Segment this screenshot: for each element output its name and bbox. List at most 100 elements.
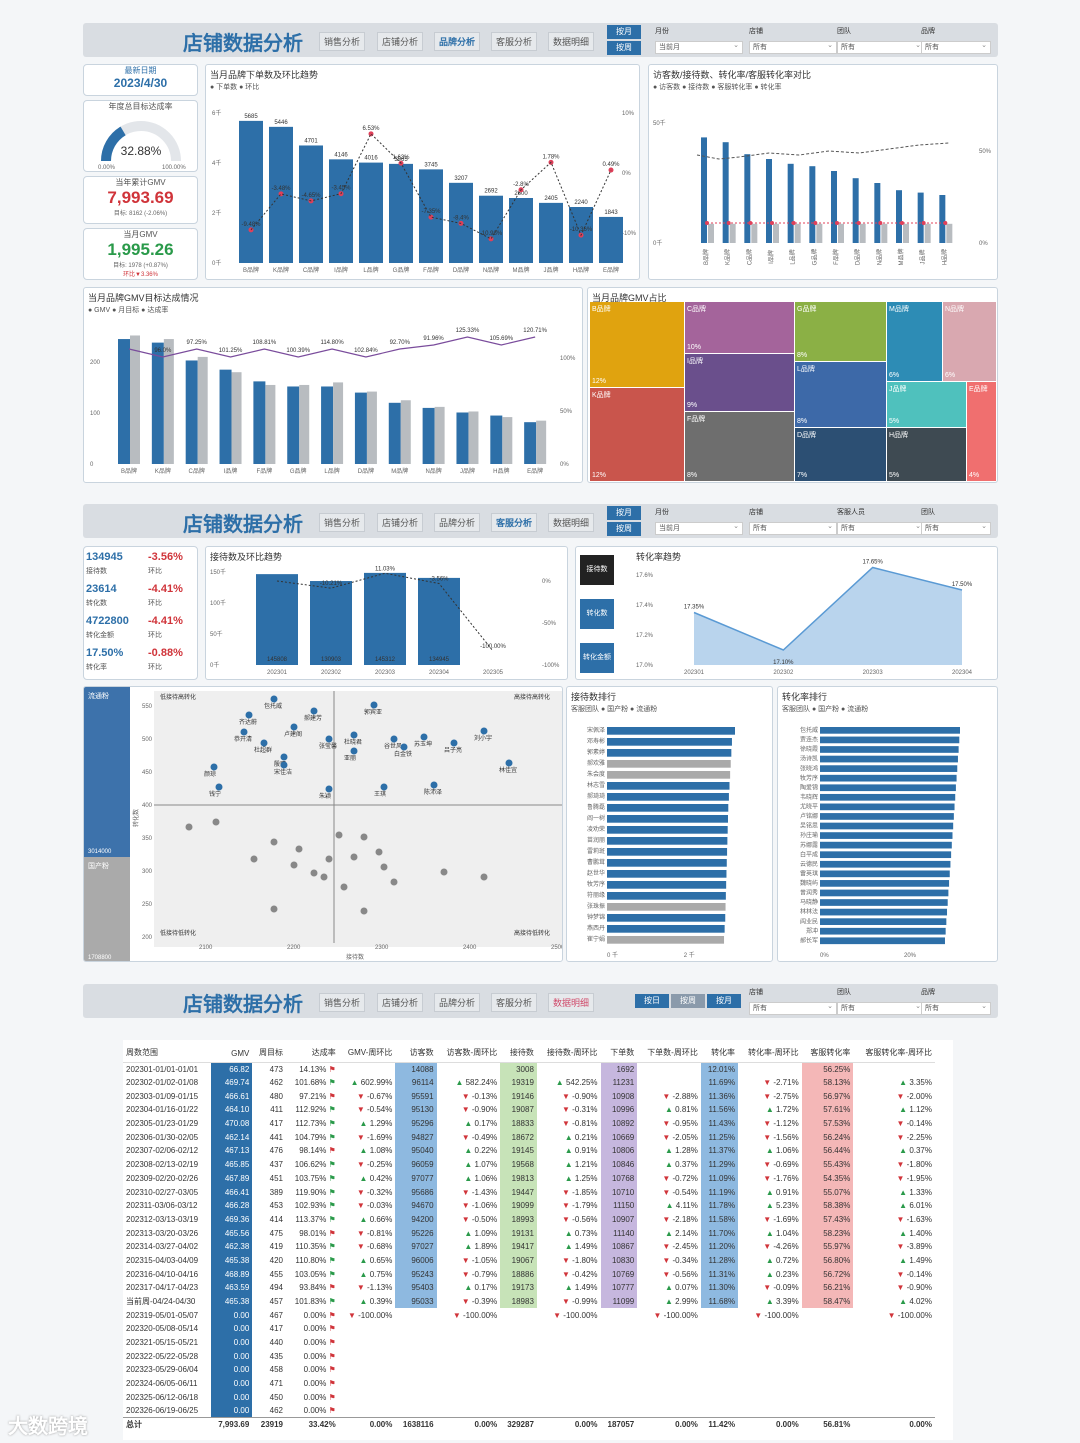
- x-tick: C品牌: [745, 249, 753, 265]
- mom-label: -4.65%: [301, 193, 321, 199]
- filter-team[interactable]: 团队 所有: [837, 26, 925, 54]
- treemap-tile[interactable]: K品牌 12%: [590, 388, 684, 481]
- treemap-tile[interactable]: M品牌 6%: [887, 302, 942, 381]
- rate-line: [128, 336, 536, 358]
- nav-brand-2[interactable]: 品牌分析: [434, 513, 481, 532]
- x-tick: 202303: [375, 670, 396, 676]
- rank-name: 林林法: [800, 908, 818, 916]
- x-tick: 202305: [483, 670, 504, 676]
- rank-name: 曾润秀: [800, 889, 818, 897]
- x-tick: 2500: [551, 945, 563, 951]
- rank-bar: [820, 880, 950, 887]
- treemap-tile[interactable]: E品牌 4%: [967, 382, 996, 481]
- filter-store-3[interactable]: 店铺 所有: [749, 987, 837, 1015]
- side-bar-top[interactable]: 流通粉 3014000: [84, 687, 130, 857]
- bar-gmv: [151, 342, 164, 464]
- bar-visitors: [852, 178, 859, 243]
- nav-store-3[interactable]: 店铺分析: [377, 993, 424, 1012]
- rank-name: 白平成: [800, 850, 818, 858]
- quadrant-label: 低接待高转化: [160, 693, 196, 701]
- scatter-label: 张莹馨: [319, 742, 337, 750]
- toggle-month-2[interactable]: 按月: [607, 506, 641, 520]
- rate-label: 114.80%: [320, 340, 344, 346]
- scatter-point-blue: [430, 781, 438, 789]
- y2-tick: 50%: [560, 409, 573, 415]
- treemap-tile[interactable]: B品牌 12%: [590, 302, 684, 387]
- latest-date-card: 最新日期 2023/4/30: [83, 64, 198, 96]
- filter-agent-2[interactable]: 客服人员 所有: [837, 507, 925, 535]
- treemap-tile[interactable]: F品牌 8%: [685, 412, 794, 481]
- toggle-day-3[interactable]: 按日: [635, 994, 669, 1008]
- scatter-point-gray: [320, 873, 328, 881]
- bar-visitors: [939, 195, 946, 243]
- toggle-week[interactable]: 按周: [607, 41, 641, 55]
- scatter-label: 王琪: [374, 790, 386, 798]
- rank-name: 云德民: [800, 860, 818, 868]
- filter-brand-3[interactable]: 品牌 所有: [921, 987, 991, 1015]
- x-tick: C品牌: [189, 467, 205, 475]
- x-tick: D品牌: [854, 249, 862, 265]
- toggle-week-3[interactable]: 按周: [671, 994, 705, 1008]
- bar-label: 3207: [454, 176, 468, 182]
- nav-brand-3[interactable]: 品牌分析: [434, 993, 481, 1012]
- side-bar-bottom[interactable]: 国产粉 1708800: [84, 857, 130, 961]
- table-row: 202303-01/09-01/15 466.61 480 97.21% ⚑ ▼ -0.…: [123, 1089, 935, 1104]
- filter-month-2[interactable]: 月份 当前月: [655, 507, 743, 535]
- mom-label: 11.03%: [375, 566, 396, 572]
- col-header: 转化率: [700, 1040, 739, 1063]
- nav-brand[interactable]: 品牌分析: [434, 32, 481, 51]
- treemap-tile[interactable]: G品牌 8%: [795, 302, 886, 361]
- metric-btn-converted[interactable]: 转化数: [580, 599, 614, 629]
- nav-sales-2[interactable]: 销售分析: [319, 513, 366, 532]
- filter-month[interactable]: 月份 当前月: [655, 26, 743, 54]
- nav-sales-3[interactable]: 销售分析: [319, 993, 366, 1012]
- y2-tick: -100%: [542, 663, 560, 669]
- nav-store-2[interactable]: 店铺分析: [377, 513, 424, 532]
- rank-bar: [607, 749, 732, 757]
- x-tick: 2200: [287, 945, 301, 951]
- rank-name: 郝欢雅: [587, 759, 605, 767]
- treemap-tile[interactable]: N品牌 6%: [943, 302, 996, 381]
- metric-btn-amount[interactable]: 转化金额: [580, 643, 614, 673]
- treemap-tile[interactable]: J品牌 5%: [887, 382, 966, 427]
- rate-label: 97.25%: [187, 340, 208, 346]
- rank-bar: [820, 927, 946, 935]
- nav-service-2[interactable]: 客服分析: [491, 513, 538, 532]
- y-tick: 500: [142, 737, 153, 743]
- treemap-tile[interactable]: D品牌 7%: [795, 428, 886, 481]
- table-row: 202308-02/13-02/19 465.85 437 106.62% ⚑ ▼ -0…: [123, 1157, 935, 1172]
- toggle-week-2[interactable]: 按周: [607, 522, 641, 536]
- nav-detail-2[interactable]: 数据明细: [548, 513, 595, 532]
- toggle-month-3[interactable]: 按月: [707, 994, 741, 1008]
- treemap-tile[interactable]: L品牌 8%: [795, 362, 886, 427]
- watermark: 大数跨境: [8, 1416, 88, 1438]
- nav-detail-3[interactable]: 数据明细: [548, 993, 595, 1012]
- treemap-tile[interactable]: C品牌 10%: [685, 302, 794, 353]
- treemap-tile[interactable]: I品牌 9%: [685, 354, 794, 411]
- filter-brand[interactable]: 品牌 所有: [921, 26, 991, 54]
- table-row: 202315-04/03-04/09 465.38 420 110.80% ⚑ ▲ 0.…: [123, 1253, 935, 1268]
- conversion-ranking: 转化率排行 客服团队 ● 国产粉 ● 流通粉 包托威 贾连杰 徐晓霞 汤诗凯 张晓鸿 牧芳…: [777, 686, 998, 962]
- treemap-tile[interactable]: H品牌 5%: [887, 428, 966, 481]
- mom-label: 6.53%: [362, 126, 380, 132]
- table-row: 202321-05/15-05/21 0.00 440 0.00% ⚑: [123, 1335, 935, 1350]
- rank-bar: [607, 782, 730, 790]
- nav-service-3[interactable]: 客服分析: [491, 993, 538, 1012]
- filter-team-2[interactable]: 团队 所有: [921, 507, 991, 535]
- nav-store[interactable]: 店铺分析: [377, 32, 424, 51]
- filter-store-2[interactable]: 店铺 所有: [749, 507, 837, 535]
- toggle-month[interactable]: 按月: [607, 25, 641, 39]
- metric-btn-reception[interactable]: 接待数: [580, 555, 614, 585]
- filter-store[interactable]: 店铺 所有: [749, 26, 837, 54]
- table-row: 202322-05/22-05/28 0.00 435 0.00% ⚑: [123, 1349, 935, 1364]
- y-tick: 17.4%: [636, 603, 654, 609]
- x-tick: G品牌: [393, 266, 410, 274]
- y-tick: 100: [90, 411, 101, 417]
- y-tick: 17.0%: [636, 663, 654, 669]
- filter-team-3[interactable]: 团队 所有: [837, 987, 925, 1015]
- nav-detail[interactable]: 数据明细: [548, 32, 595, 51]
- nav-service[interactable]: 客服分析: [491, 32, 538, 51]
- rank-bar: [607, 815, 728, 823]
- table-row: 202312-03/13-03/19 469.36 414 113.37% ⚑ ▲ 0.…: [123, 1212, 935, 1227]
- nav-sales[interactable]: 销售分析: [319, 32, 366, 51]
